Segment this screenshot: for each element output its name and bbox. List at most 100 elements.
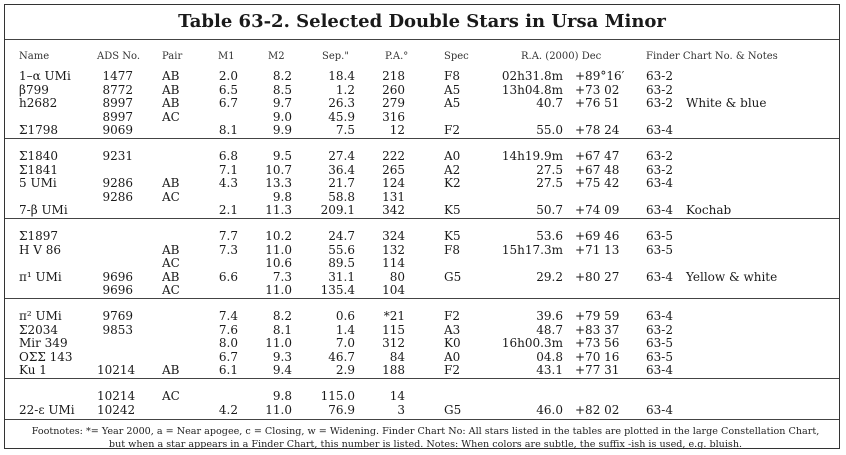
cell-name: Σ1841 <box>19 162 59 177</box>
cell-ads: 9069 <box>102 123 133 138</box>
cell-m1: 7.3 <box>218 242 238 257</box>
cell-ads: 9696 <box>102 283 133 298</box>
cell-name: h2682 <box>19 96 58 111</box>
cell-spec: K0 <box>444 336 461 351</box>
cell-pa: 124 <box>382 176 405 191</box>
cell-finder: 63-5 <box>646 229 673 243</box>
cell-m1: 6.5 <box>218 82 238 97</box>
cell-ra: 53.6 <box>536 229 563 243</box>
cell-pa: 132 <box>382 242 405 257</box>
cell-spec: F8 <box>444 242 460 257</box>
cell-name: Ku 1 <box>19 363 47 378</box>
cell-finder: 63-4 <box>646 176 673 191</box>
cell-pa: 312 <box>382 336 405 351</box>
cell-m1: 6.7 <box>218 349 238 364</box>
cell-spec: K5 <box>444 203 461 218</box>
cell-spec: F2 <box>444 309 460 323</box>
cell-m2: 11.0 <box>265 402 292 417</box>
cell-m2: 9.3 <box>272 349 292 364</box>
cell-ads: 10242 <box>97 402 136 417</box>
cell-name: H V 86 <box>19 242 62 257</box>
cell-pa: 279 <box>382 96 405 111</box>
group-divider <box>5 138 839 139</box>
cell-finder: 63-4 <box>646 203 673 218</box>
cell-ads: 8772 <box>102 82 133 97</box>
cell-m2: 8.5 <box>272 82 292 97</box>
cell-sep: 7.5 <box>335 123 355 138</box>
cell-dec: +73 56 <box>575 336 620 351</box>
cell-ra: 40.7 <box>536 96 563 111</box>
cell-pa: 265 <box>382 162 405 177</box>
cell-sep: 209.1 <box>320 203 355 218</box>
footnote: Footnotes: *= Year 2000, a = Near apogee… <box>31 426 820 450</box>
cell-pair: AB <box>162 82 180 97</box>
cell-finder: 63-2 <box>646 96 673 111</box>
cell-spec: K2 <box>444 176 461 191</box>
cell-m1: 8.1 <box>218 123 238 138</box>
cell-pa: 342 <box>382 203 405 218</box>
cell-pa: 260 <box>382 82 405 97</box>
cell-pair: AC <box>162 109 180 124</box>
cell-pa: 131 <box>382 189 405 204</box>
cell-pa: 84 <box>389 349 405 364</box>
cell-spec: F8 <box>444 69 460 83</box>
cell-spec: A3 <box>444 322 461 337</box>
cell-sep: 0.6 <box>335 309 355 323</box>
cell-pair: AB <box>162 363 180 378</box>
cell-sep: 31.1 <box>328 269 355 284</box>
cell-dec: +80 27 <box>575 269 620 284</box>
cell-pa: 104 <box>382 283 405 298</box>
header-ads: ADS No. <box>97 51 141 62</box>
cell-dec: +83 37 <box>575 322 620 337</box>
cell-name: π¹ UMi <box>19 269 62 284</box>
cell-pair: AB <box>162 69 180 83</box>
cell-name: β799 <box>19 82 49 97</box>
cell-finder: 63-2 <box>646 82 673 97</box>
cell-pa: 3 <box>397 402 405 417</box>
cell-m2: 9.8 <box>272 389 292 403</box>
cell-spec: F2 <box>444 123 460 138</box>
cell-dec: +89°16′ <box>575 69 625 83</box>
header-pa: P.A.° <box>385 51 409 62</box>
cell-name: OΣΣ 143 <box>19 349 73 364</box>
cell-finder: 63-2 <box>646 69 673 83</box>
table-title: Table 63-2. Selected Double Stars in Urs… <box>178 11 666 32</box>
cell-ads: 9696 <box>102 269 133 284</box>
cell-sep: 45.9 <box>328 109 355 124</box>
cell-dec: +70 16 <box>575 349 620 364</box>
cell-m2: 10.2 <box>265 229 292 243</box>
cell-ads: 9286 <box>102 189 133 204</box>
cell-finder: 63-5 <box>646 336 673 351</box>
cell-spec: A0 <box>444 149 461 163</box>
cell-ra: 15h17.3m <box>501 242 563 257</box>
cell-ads: 9231 <box>102 149 133 163</box>
cell-m2: 9.8 <box>272 189 292 204</box>
cell-ra: 27.5 <box>536 176 563 191</box>
cell-sep: 26.3 <box>328 96 355 111</box>
cell-ads: 9853 <box>102 322 133 337</box>
cell-sep: 135.4 <box>320 283 355 298</box>
cell-notes: Yellow & white <box>686 269 778 284</box>
cell-ra: 50.7 <box>536 203 563 218</box>
cell-m2: 8.1 <box>272 322 292 337</box>
cell-ra: 14h19.9m <box>501 149 563 163</box>
cell-pair: AB <box>162 242 180 257</box>
cell-name: Σ1798 <box>19 123 59 138</box>
cell-m1: 2.0 <box>218 69 238 83</box>
cell-dec: +69 46 <box>575 229 620 243</box>
cell-m1: 2.1 <box>218 203 238 218</box>
cell-ra: 02h31.8m <box>501 69 563 83</box>
cell-pa: 80 <box>389 269 405 284</box>
cell-pa: 114 <box>382 256 405 271</box>
header-name: Name <box>19 51 50 62</box>
cell-dec: +73 02 <box>575 82 620 97</box>
cell-name: 22-ε UMi <box>19 402 75 417</box>
cell-m2: 11.3 <box>265 203 292 218</box>
cell-m2: 9.5 <box>272 149 292 163</box>
cell-dec: +71 13 <box>575 242 620 257</box>
cell-finder: 63-2 <box>646 322 673 337</box>
cell-pa: 324 <box>382 229 405 243</box>
cell-sep: 36.4 <box>328 162 355 177</box>
cell-pa: 222 <box>382 149 405 163</box>
cell-dec: +67 48 <box>575 162 620 177</box>
